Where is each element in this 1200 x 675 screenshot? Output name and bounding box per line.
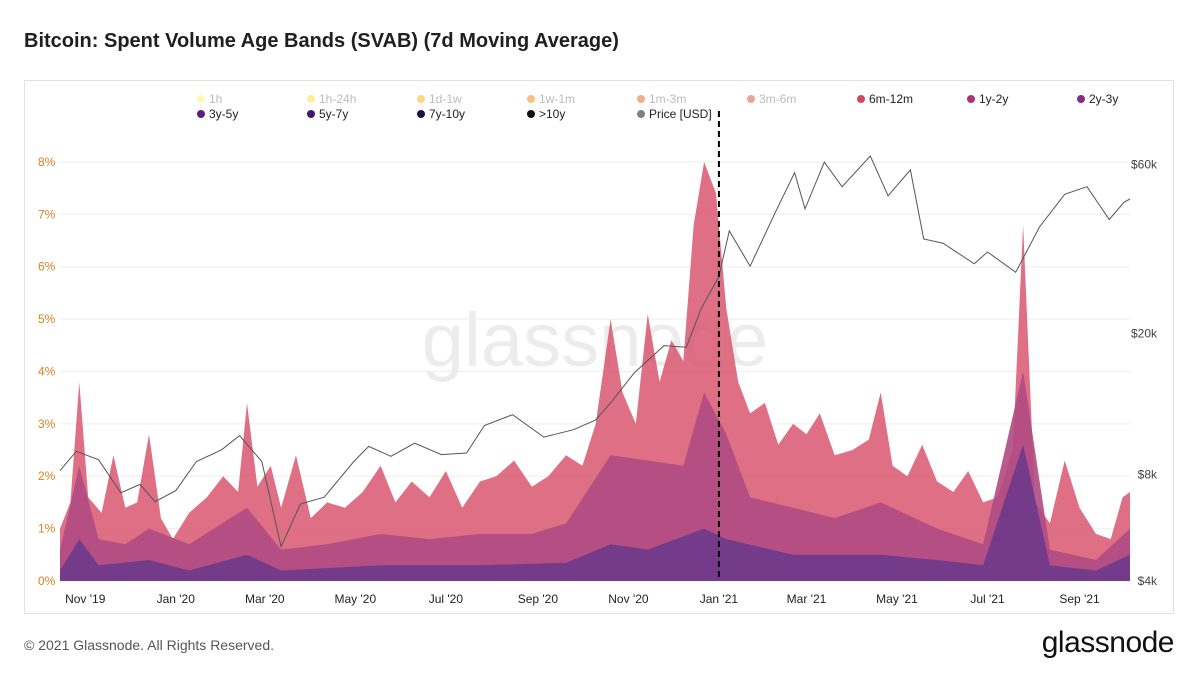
y-left-tick-label: 3% — [38, 417, 56, 431]
legend-swatch-2 — [307, 95, 315, 103]
area-series-3 — [60, 444, 1130, 581]
x-tick-label: Mar '20 — [245, 592, 285, 606]
chart-title: Bitcoin: Spent Volume Age Bands (SVAB) (… — [24, 30, 619, 52]
y-left-tick-label: 7% — [38, 207, 56, 221]
y-left-tick-label: 4% — [38, 364, 56, 378]
copyright-text: © 2021 Glassnode. All Rights Reserved. — [24, 637, 275, 653]
legend-swatch-8 — [967, 95, 975, 103]
legend-label: 3m-6m — [759, 92, 796, 106]
legend-swatch-1 — [197, 95, 205, 103]
chart-frame: glassnode 0% 1% 2% 3% 4% 5% 6% 7% 8% $4k $8k $20k $6… — [24, 80, 1174, 614]
legend-label: 1m-3m — [649, 92, 686, 106]
legend-label: 3y-5y — [209, 107, 238, 121]
x-tick-label: Mar '21 — [787, 592, 827, 606]
legend-swatch-5 — [637, 95, 645, 103]
x-tick-label: Jul '21 — [970, 592, 1005, 606]
legend-label: 5y-7y — [319, 107, 348, 121]
legend-label: 1d-1w — [429, 92, 462, 106]
area-series-2 — [60, 371, 1130, 581]
legend-swatch-9 — [1077, 95, 1085, 103]
y-left-tick-label: 8% — [38, 155, 56, 169]
legend-swatch-14 — [637, 110, 645, 118]
legend-swatch-10 — [197, 110, 205, 118]
legend-label: 2y-3y — [1089, 92, 1118, 106]
chart-svg: glassnode 0%1%2%3%4%5%6%7%8%$4k$8k$20k$6… — [38, 92, 1158, 606]
legend-swatch-13 — [527, 110, 535, 118]
x-tick-label: Jul '20 — [429, 592, 464, 606]
y-left-tick-label: 2% — [38, 469, 56, 483]
brand-logo[interactable]: glassnode — [1041, 626, 1175, 659]
legend-swatch-4 — [527, 95, 535, 103]
x-tick-label: May '20 — [334, 592, 376, 606]
legend-swatch-7 — [857, 95, 865, 103]
legend-label: >10y — [539, 107, 565, 121]
legend-label: 7y-10y — [429, 107, 465, 121]
legend-label: 1w-1m — [539, 92, 575, 106]
legend-label: Price [USD] — [649, 107, 712, 121]
legend-label: 1h — [209, 92, 222, 106]
y-right-tick-label: $4k — [1138, 574, 1158, 588]
x-tick-label: Nov '20 — [608, 592, 649, 606]
y-right-tick-label: $60k — [1131, 158, 1158, 172]
x-tick-label: Sep '20 — [518, 592, 559, 606]
x-tick-label: May '21 — [876, 592, 918, 606]
x-tick-label: Sep '21 — [1059, 592, 1100, 606]
y-left-tick-label: 0% — [38, 574, 56, 588]
legend-swatch-6 — [747, 95, 755, 103]
price-line — [59, 155, 1131, 549]
x-tick-label: Jan '21 — [700, 592, 739, 606]
legend-swatch-12 — [417, 110, 425, 118]
legend-swatch-11 — [307, 110, 315, 118]
area-series-1 — [60, 162, 1130, 581]
legend-label: 1y-2y — [979, 92, 1008, 106]
legend-label: 6m-12m — [869, 92, 913, 106]
y-left-tick-label: 6% — [38, 260, 56, 274]
x-tick-label: Jan '20 — [157, 592, 196, 606]
y-left-tick-label: 5% — [38, 312, 56, 326]
y-right-tick-label: $8k — [1138, 467, 1158, 481]
x-tick-label: Nov '19 — [65, 592, 106, 606]
legend-label: 1h-24h — [319, 92, 356, 106]
y-right-tick-label: $20k — [1131, 327, 1158, 341]
y-left-tick-label: 1% — [38, 522, 56, 536]
legend-swatch-3 — [417, 95, 425, 103]
